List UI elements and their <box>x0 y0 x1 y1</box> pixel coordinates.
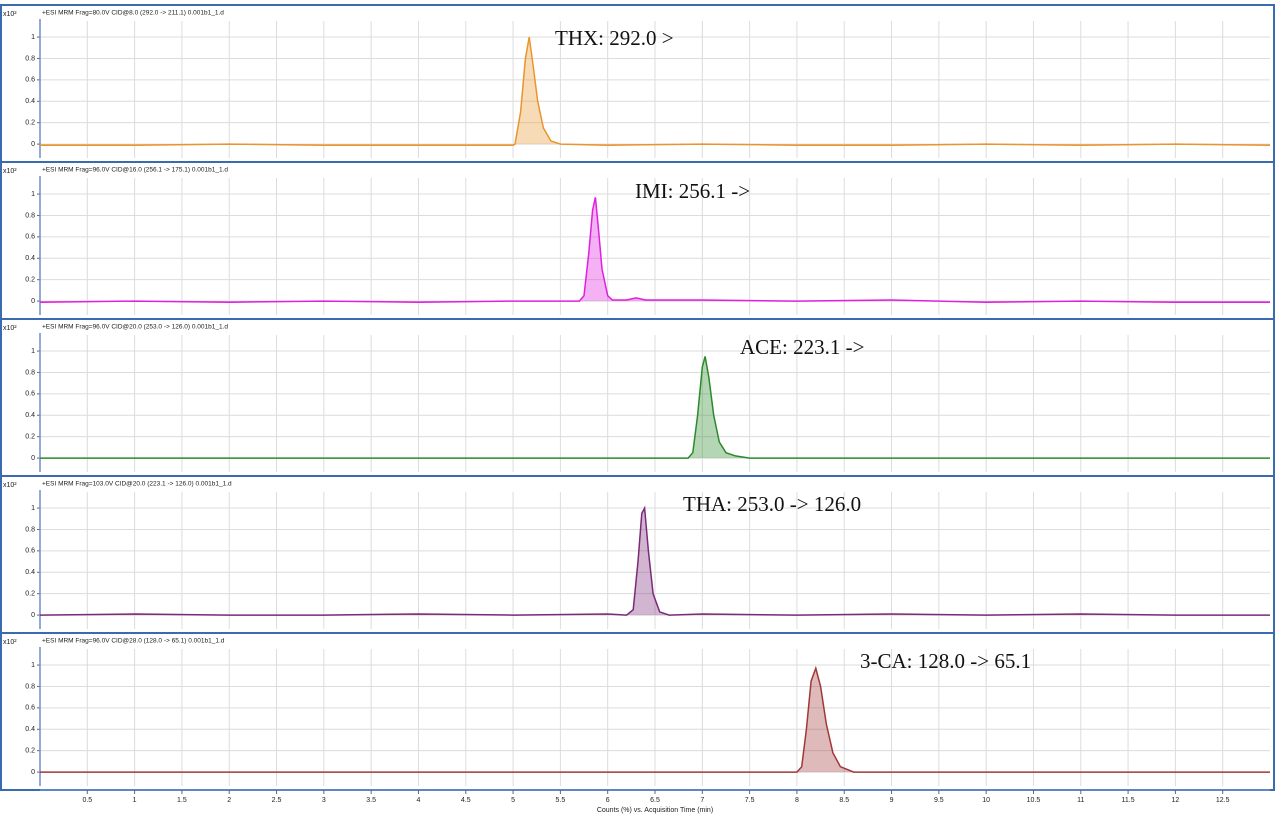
x-tick-label: 3 <box>322 797 326 804</box>
x-tick-label: 3.5 <box>366 797 376 804</box>
x-tick-label: 1.5 <box>177 797 187 804</box>
y-tick-label: 0.2 <box>25 120 35 127</box>
y-tick-label: 1 <box>31 191 35 198</box>
x-tick-label: 9.5 <box>934 797 944 804</box>
annotation: ACE: 223.1 -> <box>740 335 864 359</box>
x-axis-label: Counts (%) vs. Acquisition Time (min) <box>597 807 713 814</box>
x-tick-label: 5.5 <box>556 797 566 804</box>
y-tick-label: 0.2 <box>25 434 35 441</box>
y-tick-label: 0.6 <box>25 77 35 84</box>
y-tick-label: 0.6 <box>25 705 35 712</box>
x-tick-label: 7.5 <box>745 797 755 804</box>
y-tick-label: 0.6 <box>25 234 35 241</box>
y-tick-label: 0 <box>31 455 35 462</box>
y-tick-label: 0 <box>31 298 35 305</box>
y-tick-label: 0.6 <box>25 548 35 555</box>
panel-frame <box>0 632 1275 791</box>
panel-header: +ESI MRM Frag=96.0V CID@16.0 (256.1 -> 1… <box>42 167 228 174</box>
x-tick-label: 6 <box>606 797 610 804</box>
x-tick-label: 11.5 <box>1122 797 1135 804</box>
y-tick-label: 1 <box>31 505 35 512</box>
x-tick-label: 10.5 <box>1027 797 1041 804</box>
trace <box>40 356 1270 459</box>
x-tick-label: 8 <box>795 797 799 804</box>
x-tick-label: 5 <box>511 797 515 804</box>
y-tick-label: 0.8 <box>25 683 35 690</box>
y-tick-label: 1 <box>31 34 35 41</box>
annotation: 3-CA: 128.0 -> 65.1 <box>860 649 1031 673</box>
y-tick-label: 0.4 <box>25 98 35 105</box>
x-tick-label: 0.5 <box>82 797 92 804</box>
panel-frame <box>0 318 1275 477</box>
y-tick-label: 0.8 <box>25 526 35 533</box>
x-tick-label: 4 <box>417 797 421 804</box>
x-tick-label: 6.5 <box>650 797 660 804</box>
y-scale-label: x10² <box>3 482 17 489</box>
y-scale-label: x10² <box>3 639 17 646</box>
x-tick-label: 1 <box>133 797 137 804</box>
y-tick-label: 0.6 <box>25 391 35 398</box>
y-tick-label: 0.2 <box>25 748 35 755</box>
y-tick-label: 1 <box>31 662 35 669</box>
y-tick-label: 0.4 <box>25 412 35 419</box>
y-tick-label: 0 <box>31 612 35 619</box>
y-tick-label: 0.2 <box>25 591 35 598</box>
trace <box>39 505 1270 616</box>
y-scale-label: x10² <box>3 325 17 332</box>
y-tick-label: 0.2 <box>25 277 35 284</box>
panel-header: +ESI MRM Frag=96.0V CID@20.0 (253.0 -> 1… <box>42 324 228 331</box>
annotation: IMI: 256.1 -> <box>635 179 750 203</box>
x-tick-label: 7 <box>700 797 704 804</box>
trace <box>40 36 1271 146</box>
x-tick-label: 8.5 <box>839 797 849 804</box>
y-scale-label: x10² <box>3 11 17 18</box>
y-tick-label: 0.4 <box>25 255 35 262</box>
x-tick-label: 9 <box>890 797 894 804</box>
y-tick-label: 0.8 <box>25 212 35 219</box>
x-tick-label: 10 <box>982 797 990 804</box>
y-tick-label: 0.4 <box>25 726 35 733</box>
x-tick-label: 2.5 <box>272 797 282 804</box>
y-tick-label: 0.4 <box>25 569 35 576</box>
annotation: THA: 253.0 -> 126.0 <box>683 492 861 516</box>
panel-header: +ESI MRM Frag=96.0V CID@28.0 (128.0 -> 6… <box>42 638 225 645</box>
y-tick-label: 0 <box>31 141 35 148</box>
y-tick-label: 0.8 <box>25 369 35 376</box>
x-tick-label: 12 <box>1171 797 1179 804</box>
y-tick-label: 1 <box>31 348 35 355</box>
y-tick-label: 0.8 <box>25 55 35 62</box>
x-tick-label: 2 <box>227 797 231 804</box>
y-scale-label: x10² <box>3 168 17 175</box>
panel-header: +ESI MRM Frag=80.0V CID@8.0 (292.0 -> 21… <box>42 10 224 17</box>
x-tick-label: 4.5 <box>461 797 471 804</box>
trace <box>40 665 1270 773</box>
x-tick-label: 12.5 <box>1216 797 1230 804</box>
y-tick-label: 0 <box>31 769 35 776</box>
x-tick-label: 11 <box>1077 797 1084 804</box>
annotation: THX: 292.0 > <box>555 26 674 50</box>
panel-header: +ESI MRM Frag=103.0V CID@20.0 (223.1 -> … <box>42 481 232 488</box>
trace <box>39 197 1270 303</box>
